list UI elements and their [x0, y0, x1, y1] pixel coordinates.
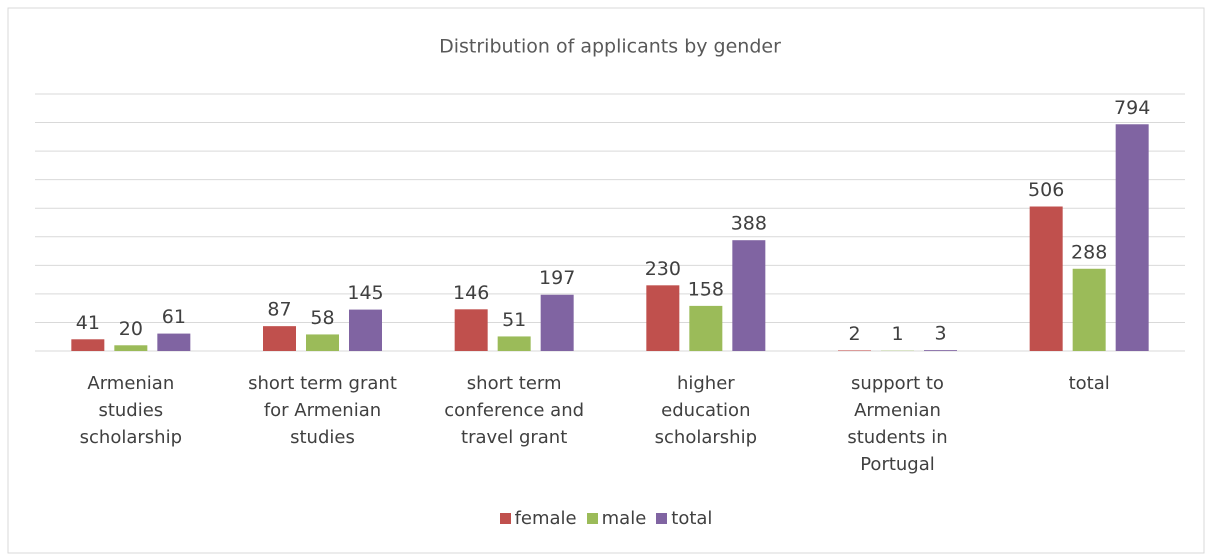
bar — [157, 333, 191, 351]
data-label: 41 — [76, 312, 100, 334]
data-label: 2 — [848, 323, 860, 345]
legend-label: female — [514, 508, 577, 529]
legend-item: male — [586, 508, 647, 529]
bar — [540, 294, 574, 351]
data-label: 146 — [453, 282, 489, 304]
data-label: 1 — [891, 323, 903, 345]
x-tick-label: Armenian studies scholarship — [79, 373, 182, 448]
bar — [1115, 124, 1149, 351]
bar — [689, 305, 723, 351]
data-label: 794 — [1114, 97, 1150, 119]
data-label: 20 — [119, 318, 143, 340]
chart-frame — [7, 7, 1205, 554]
data-label: 3 — [934, 323, 946, 345]
data-label: 58 — [310, 307, 334, 329]
bar — [349, 309, 382, 351]
legend-label: total — [671, 508, 713, 529]
x-tick-label: total — [1068, 373, 1110, 394]
bar — [1072, 268, 1106, 351]
data-label: 197 — [539, 267, 575, 289]
data-label: 61 — [162, 306, 186, 328]
bar — [646, 285, 680, 351]
bar — [71, 339, 105, 351]
x-tick-label: support to Armenian students in Portugal — [847, 373, 948, 475]
data-label: 145 — [347, 282, 383, 304]
bar — [114, 345, 148, 351]
x-tick-label: short term grant for Armenian studies — [248, 373, 397, 448]
data-label: 288 — [1071, 241, 1107, 263]
data-label: 158 — [688, 278, 724, 300]
legend-swatch — [656, 513, 668, 524]
bar — [306, 334, 339, 351]
bar — [732, 240, 766, 351]
legend-swatch — [586, 513, 598, 524]
legend-label: male — [601, 508, 647, 529]
legend-item: total — [656, 508, 712, 529]
legend-item: female — [499, 508, 577, 529]
chart-title: Distribution of applicants by gender — [439, 36, 781, 58]
data-label: 51 — [502, 309, 526, 331]
x-tick-label: higher education scholarship — [654, 373, 757, 448]
bar — [454, 309, 488, 351]
bar — [263, 326, 296, 351]
data-label: 230 — [645, 258, 681, 280]
bar — [497, 336, 531, 351]
bar — [924, 350, 957, 351]
legend: female male total — [0, 508, 1212, 529]
data-label: 388 — [731, 213, 767, 235]
bar — [1029, 206, 1063, 351]
bar — [838, 350, 871, 351]
legend-swatch — [499, 513, 511, 524]
data-label: 506 — [1028, 179, 1064, 201]
data-label: 87 — [267, 299, 291, 321]
x-tick-label: short term conference and travel grant — [444, 373, 585, 448]
